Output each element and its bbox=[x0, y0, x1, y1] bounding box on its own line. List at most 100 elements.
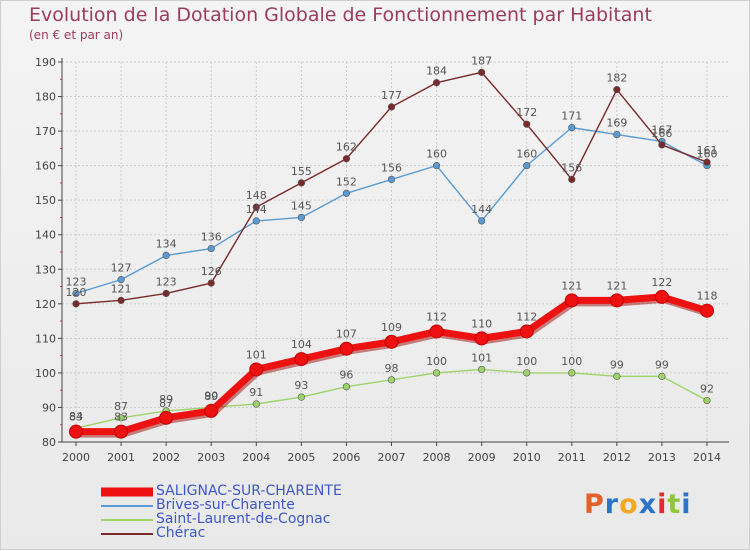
series-lines bbox=[69, 68, 714, 439]
data-point bbox=[297, 213, 305, 222]
data-point bbox=[568, 369, 576, 377]
data-label: 121 bbox=[561, 279, 582, 292]
data-label: 169 bbox=[606, 117, 627, 130]
data-point bbox=[387, 175, 396, 184]
x-tick-label: 2001 bbox=[107, 451, 135, 464]
data-label: 120 bbox=[66, 286, 87, 299]
y-tick-label: 130 bbox=[35, 263, 56, 276]
data-point bbox=[432, 369, 441, 377]
data-point bbox=[429, 324, 444, 339]
logo-letter: r bbox=[604, 489, 620, 520]
x-tick-label: 2012 bbox=[603, 451, 631, 464]
data-point bbox=[523, 120, 531, 128]
data-label: 83 bbox=[114, 411, 128, 424]
data-point bbox=[474, 331, 489, 346]
data-label: 90 bbox=[204, 389, 218, 402]
data-label: 123 bbox=[66, 275, 87, 288]
data-label: 109 bbox=[381, 321, 402, 334]
data-point bbox=[252, 217, 260, 225]
data-label: 184 bbox=[426, 65, 447, 78]
data-label: 100 bbox=[516, 355, 537, 368]
data-point bbox=[159, 410, 174, 425]
data-label: 161 bbox=[697, 144, 718, 157]
data-label: 122 bbox=[651, 276, 672, 289]
data-label: 121 bbox=[606, 279, 627, 292]
y-tick-label: 120 bbox=[35, 298, 56, 311]
data-point bbox=[700, 303, 714, 318]
y-tick-label: 180 bbox=[35, 91, 56, 104]
y-tick-label: 110 bbox=[35, 332, 56, 345]
data-point bbox=[162, 251, 170, 260]
y-tick-label: 160 bbox=[35, 160, 56, 173]
data-point bbox=[703, 396, 711, 405]
y-tick-label: 80 bbox=[42, 436, 56, 449]
data-label: 160 bbox=[426, 148, 447, 161]
x-tick-label: 2007 bbox=[378, 451, 406, 464]
data-label: 121 bbox=[111, 282, 132, 295]
x-tick-label: 2003 bbox=[197, 451, 225, 464]
data-point bbox=[252, 400, 260, 408]
proxiti-logo: Proxiti bbox=[584, 489, 692, 520]
data-label: 144 bbox=[246, 203, 267, 216]
data-label: 152 bbox=[336, 175, 357, 188]
legend-swatch bbox=[101, 519, 153, 521]
y-tick-label: 90 bbox=[42, 401, 56, 414]
data-label: 145 bbox=[291, 199, 312, 212]
y-tick-label: 190 bbox=[35, 56, 56, 69]
data-label: 118 bbox=[697, 290, 718, 303]
data-point bbox=[613, 130, 621, 139]
data-label: 126 bbox=[201, 265, 222, 278]
data-point bbox=[703, 158, 711, 166]
y-tick-label: 150 bbox=[35, 194, 56, 207]
data-label: 167 bbox=[651, 123, 672, 136]
data-label: 100 bbox=[426, 355, 447, 368]
data-label: 84 bbox=[69, 410, 83, 423]
axes: 80 90 100 110 120 130 140 150 160 170 180 190 2000 20… bbox=[35, 56, 729, 464]
legend-swatch bbox=[101, 533, 153, 535]
data-label: 99 bbox=[610, 358, 624, 371]
legend-label: SALIGNAC-SUR-CHARENTE bbox=[156, 483, 342, 499]
legend-label: Chérac bbox=[156, 525, 206, 541]
x-tick-label: 2011 bbox=[558, 451, 586, 464]
data-point bbox=[117, 414, 125, 422]
data-label: 96 bbox=[339, 369, 353, 382]
data-label: 112 bbox=[516, 310, 537, 323]
data-label: 148 bbox=[246, 189, 267, 202]
legend-swatch bbox=[101, 487, 153, 497]
data-label: 155 bbox=[291, 165, 312, 178]
data-point bbox=[432, 162, 441, 170]
data-label: 100 bbox=[561, 355, 582, 368]
x-tick-label: 2010 bbox=[513, 451, 541, 464]
x-tick-label: 2013 bbox=[648, 451, 676, 464]
legend-label: Saint-Laurent-de-Cognac bbox=[156, 511, 331, 527]
data-label: 93 bbox=[294, 379, 308, 392]
data-point bbox=[342, 155, 351, 163]
data-point bbox=[658, 141, 666, 149]
data-point bbox=[523, 369, 531, 377]
data-label: 107 bbox=[336, 328, 357, 341]
data-point bbox=[162, 289, 170, 298]
data-label: 83 bbox=[69, 411, 83, 424]
data-label: 91 bbox=[249, 386, 263, 399]
data-point bbox=[384, 334, 399, 349]
data-point bbox=[297, 393, 305, 401]
data-label: 134 bbox=[156, 237, 177, 250]
data-point bbox=[478, 365, 486, 374]
data-point bbox=[568, 175, 576, 184]
data-label: 160 bbox=[516, 148, 537, 161]
data-label: 162 bbox=[336, 141, 357, 154]
data-label: 187 bbox=[471, 54, 492, 67]
data-label: 156 bbox=[561, 161, 582, 174]
data-point bbox=[478, 68, 486, 76]
logo-letter: o bbox=[619, 489, 639, 520]
data-point bbox=[207, 244, 215, 253]
data-label: 98 bbox=[385, 362, 399, 375]
logo-letter: i bbox=[657, 489, 668, 520]
data-point bbox=[117, 276, 125, 284]
chart-title: Evolution de la Dotation Globale de Fonc… bbox=[29, 4, 652, 26]
data-label: 156 bbox=[381, 161, 402, 174]
data-point bbox=[72, 300, 80, 308]
data-point bbox=[249, 362, 264, 377]
